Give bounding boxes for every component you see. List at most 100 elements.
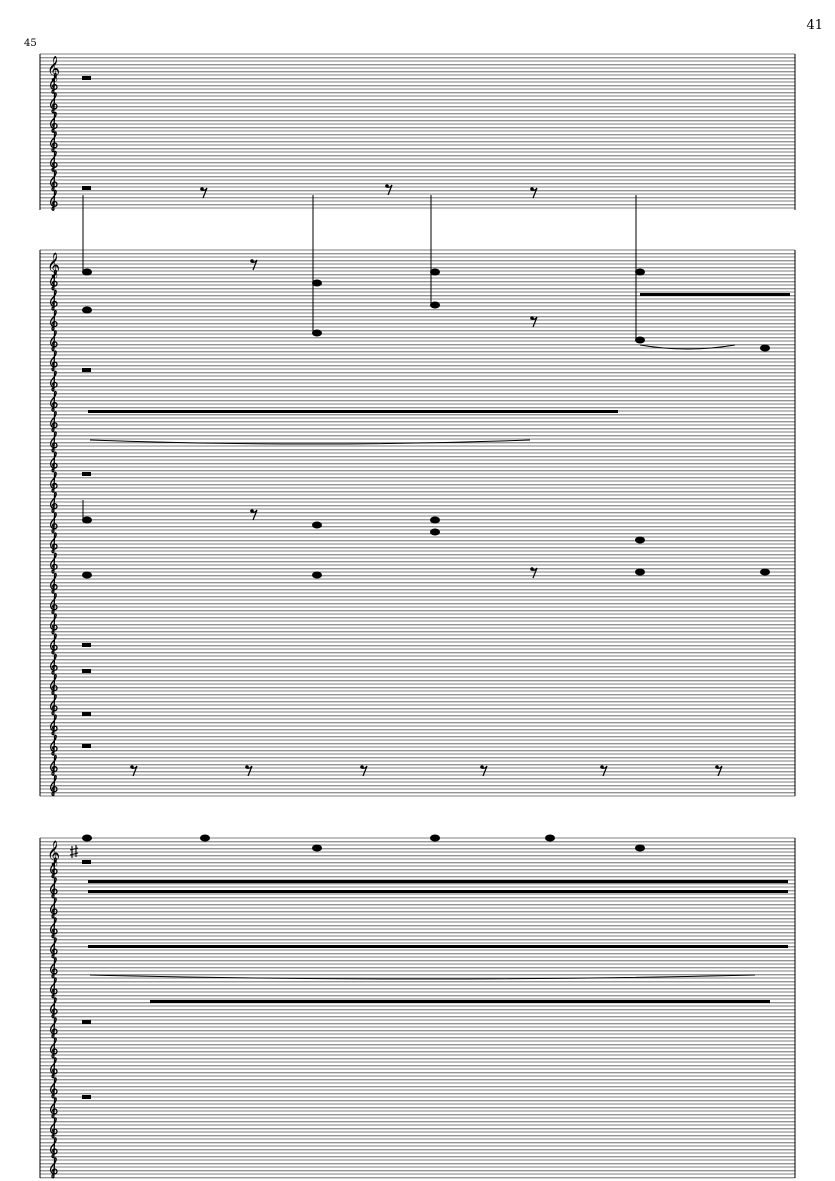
note-head	[312, 844, 322, 852]
eighth-rest-icon	[600, 765, 608, 777]
treble-clef-icon	[50, 775, 58, 797]
treble-clef-icon	[50, 977, 58, 999]
rest-stroke	[716, 765, 723, 777]
treble-clef-icon: 𝄞	[47, 252, 60, 278]
note-head	[635, 568, 645, 576]
eighth-rest-icon	[530, 187, 538, 199]
treble-clef-icon	[50, 150, 58, 172]
note-head	[430, 528, 440, 536]
treble-clef-stroke	[50, 977, 58, 999]
note-head	[635, 844, 645, 852]
beam	[88, 945, 788, 948]
treble-clef-stroke	[50, 471, 58, 493]
treble-clef-stroke	[50, 512, 58, 534]
treble-clef-icon	[50, 330, 58, 352]
whole-rest	[82, 669, 91, 673]
treble-clef-icon	[50, 1137, 58, 1159]
eighth-rest-icon	[250, 259, 258, 271]
note-head	[312, 571, 322, 579]
note-head	[200, 834, 210, 842]
treble-clef-icon	[50, 734, 58, 756]
note-head	[635, 336, 645, 344]
treble-clef-icon	[50, 532, 58, 554]
treble-clef-icon	[50, 269, 58, 291]
treble-clef-stroke	[50, 1097, 58, 1119]
treble-clef-stroke	[50, 1137, 58, 1159]
treble-clef-icon	[50, 653, 58, 675]
sharp-stroke	[69, 845, 79, 858]
beam	[150, 1000, 770, 1003]
treble-clef-icon	[50, 189, 58, 211]
note-head	[545, 834, 555, 842]
treble-clef-stroke	[50, 411, 58, 433]
beam	[640, 293, 790, 296]
note-head	[430, 834, 440, 842]
note-head	[82, 268, 92, 276]
treble-clef-icon	[50, 997, 58, 1019]
note-head	[430, 301, 440, 309]
treble-clef-stroke	[50, 1017, 58, 1039]
treble-clef-stroke	[50, 150, 58, 172]
treble-clef-icon	[50, 131, 58, 153]
treble-clef-icon	[50, 1057, 58, 1079]
treble-clef-icon	[50, 754, 58, 776]
treble-clef-stroke	[50, 917, 58, 939]
treble-clef-stroke	[50, 491, 58, 514]
treble-clef-stroke	[50, 309, 58, 332]
eighth-rest-icon	[715, 765, 723, 777]
eighth-rest-icon	[385, 184, 393, 196]
treble-clef-icon: 𝄞	[47, 56, 60, 82]
treble-clef-icon	[50, 857, 58, 879]
treble-clef-icon	[50, 471, 58, 493]
treble-clef-icon	[50, 309, 58, 332]
page-number: 41	[806, 18, 823, 33]
rest-stroke	[531, 187, 538, 199]
treble-clef-icon	[50, 633, 58, 655]
treble-clef-stroke	[50, 350, 58, 372]
treble-clef-icon	[50, 593, 58, 615]
eighth-rest-icon	[530, 567, 538, 579]
whole-rest	[82, 368, 91, 372]
treble-clef-stroke	[50, 1037, 58, 1059]
rest-stroke	[251, 259, 258, 271]
note-head	[430, 268, 440, 276]
note-head	[312, 329, 322, 337]
eighth-rest-icon	[245, 765, 253, 777]
treble-clef-stroke	[50, 269, 58, 291]
treble-clef-stroke	[50, 1057, 58, 1079]
treble-clef-stroke	[50, 451, 58, 473]
treble-clef-stroke	[50, 653, 58, 675]
note-head	[82, 306, 92, 314]
eighth-rest-icon	[200, 187, 208, 199]
note-head	[760, 344, 770, 352]
eighth-rest-icon	[530, 316, 538, 328]
rest-stroke	[201, 187, 208, 199]
treble-clef-icon	[50, 411, 58, 433]
treble-clef-icon	[50, 1157, 58, 1179]
treble-clef-icon	[50, 72, 58, 94]
note-head	[312, 279, 322, 287]
treble-clef-stroke	[50, 111, 58, 133]
treble-clef-icon	[50, 957, 58, 979]
treble-clef-icon	[50, 714, 58, 736]
treble-clef-icon	[50, 552, 58, 574]
treble-clef-icon	[50, 1017, 58, 1039]
treble-clef-stroke	[50, 694, 58, 716]
rest-stroke	[481, 765, 488, 777]
measure-number: 45	[24, 38, 37, 49]
rest-stroke	[361, 765, 368, 777]
treble-clef-icon	[50, 1077, 58, 1099]
treble-clef-stroke	[50, 1157, 58, 1179]
tie	[89, 974, 756, 980]
treble-clef-icon	[50, 897, 58, 919]
treble-clef-icon	[50, 937, 58, 959]
treble-clef-icon	[50, 491, 58, 514]
treble-clef-icon	[50, 350, 58, 372]
note-head	[760, 568, 770, 576]
treble-clef-stroke	[50, 775, 58, 797]
whole-rest	[82, 712, 91, 716]
beam	[88, 880, 788, 883]
treble-clef-stroke	[50, 937, 58, 959]
rest-stroke	[246, 765, 253, 777]
rest-stroke	[601, 765, 608, 777]
